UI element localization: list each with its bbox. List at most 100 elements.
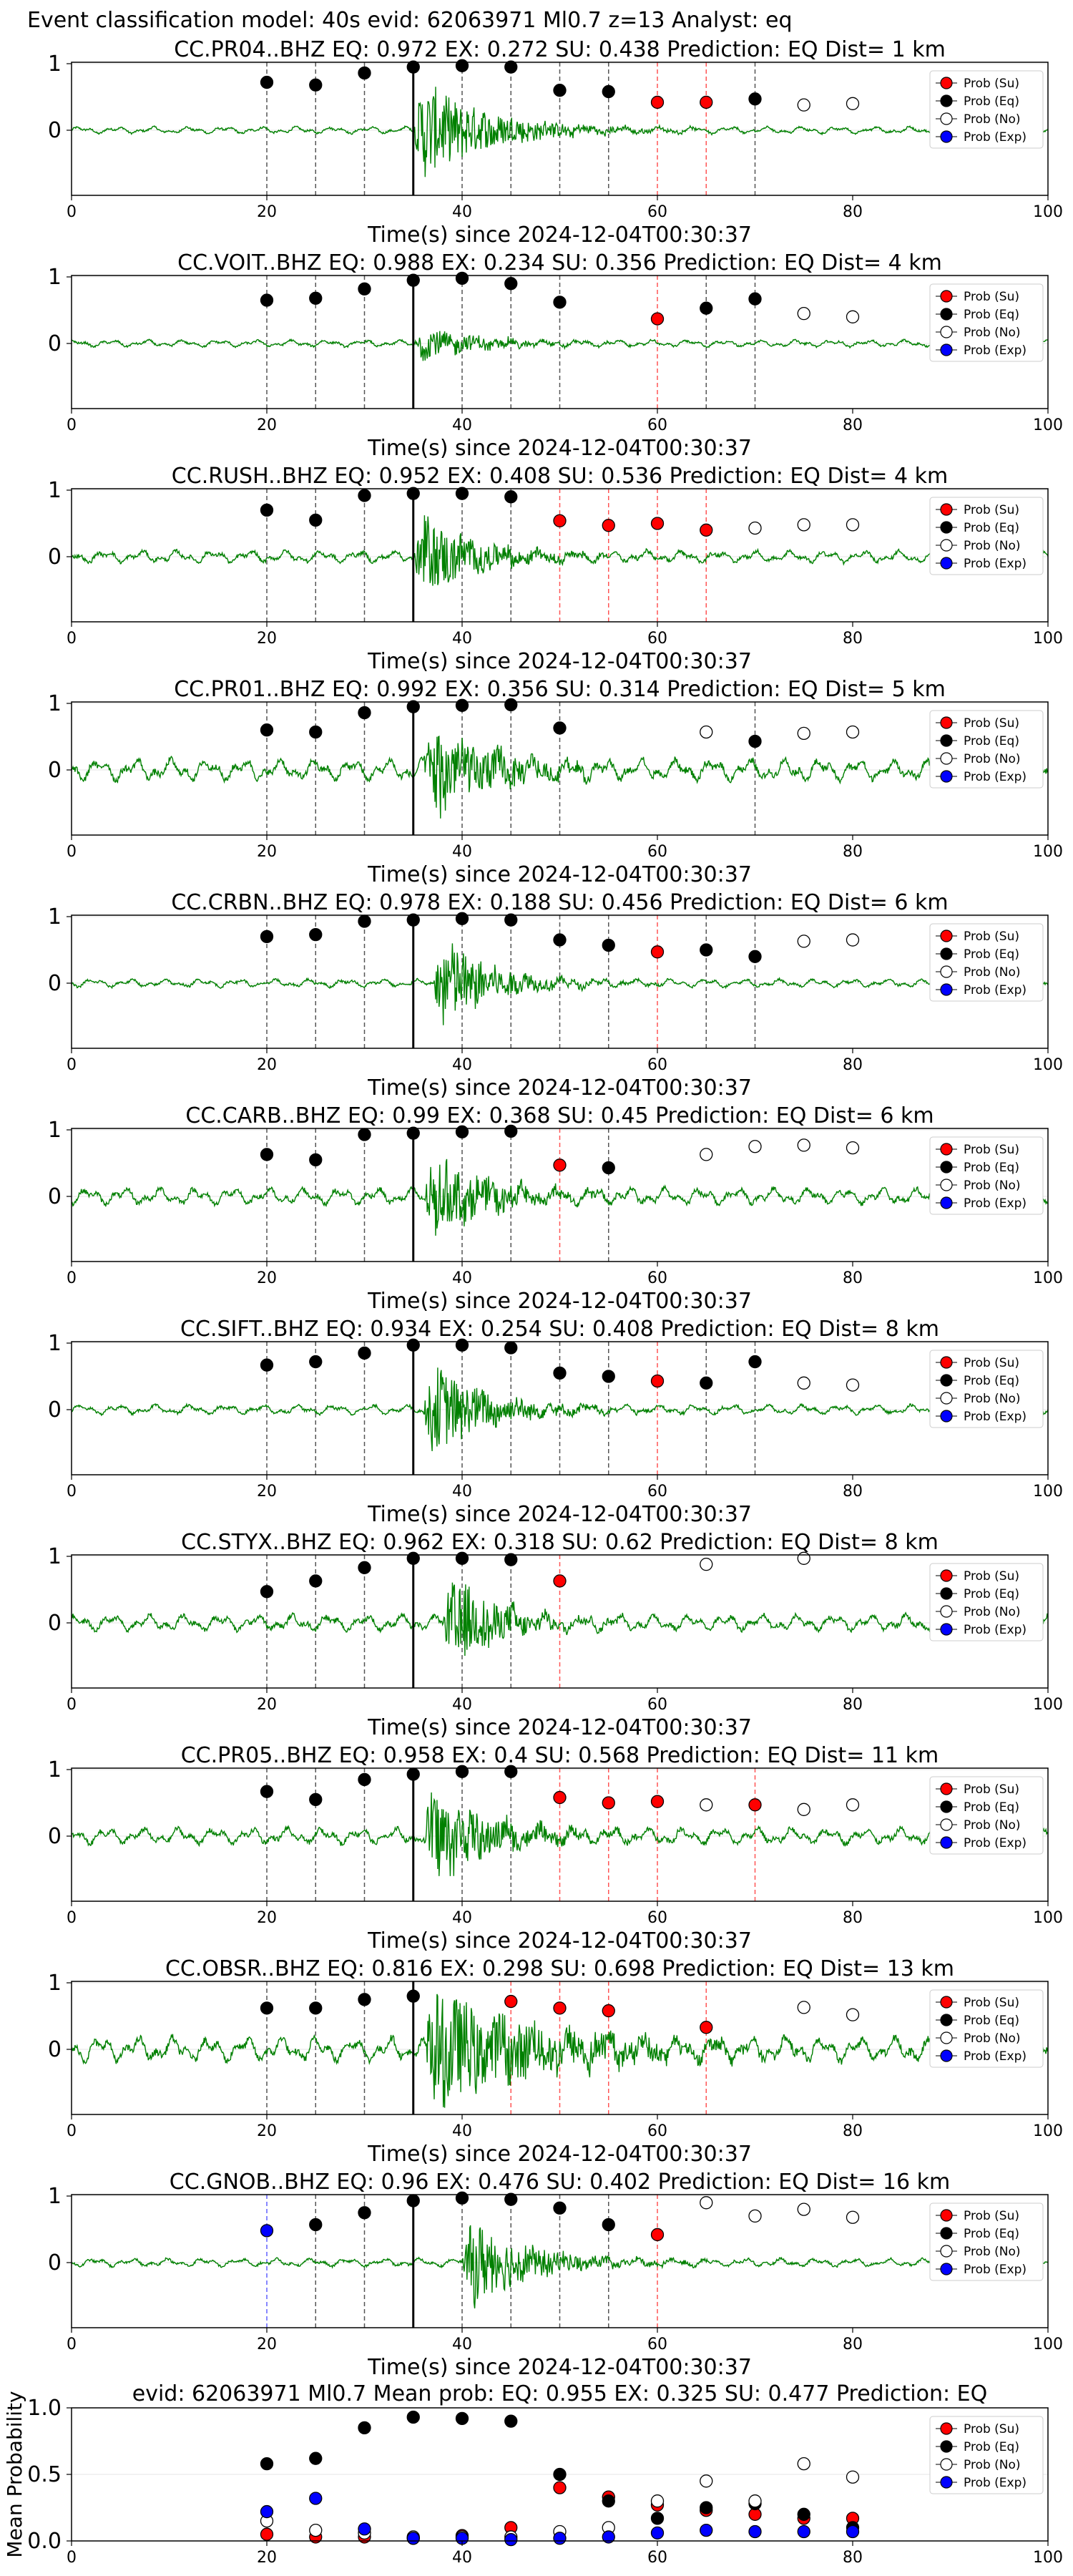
prob-point-eq <box>406 487 420 500</box>
prob-point-eq <box>602 84 615 99</box>
prob-point-eq <box>260 1148 274 1161</box>
y-tick-label: 1 <box>48 2184 62 2209</box>
legend-marker-su <box>940 1996 953 2009</box>
legend-marker-exp <box>940 343 953 356</box>
prob-point-no <box>846 1141 860 1155</box>
panel-title: CC.VOIT..BHZ EQ: 0.988 EX: 0.234 SU: 0.3… <box>177 250 942 275</box>
legend-box <box>929 923 1044 1002</box>
x-tick-label: 80 <box>843 2122 863 2140</box>
prob-point-eq <box>748 950 762 963</box>
legend-label-eq: Prob (Eq) <box>964 521 1019 535</box>
legend-marker-eq <box>940 94 953 107</box>
legend-marker-eq <box>940 1587 953 1600</box>
prob-point-su <box>504 1994 518 2009</box>
legend-box <box>929 2416 1044 2494</box>
legend-box <box>929 1136 1044 1215</box>
prob-point-eq <box>309 291 323 305</box>
prob-point-su <box>553 2001 567 2015</box>
x-tick-label: 80 <box>843 843 863 861</box>
x-tick-label: 100 <box>1033 2549 1063 2567</box>
legend-marker-no <box>940 1392 953 1405</box>
y-tick-label: 1 <box>48 1331 62 1356</box>
prob-point-eq <box>602 2218 615 2232</box>
waveform-trace <box>71 1792 1049 1876</box>
prob-point-eq <box>504 698 518 712</box>
x-tick-label: 0 <box>67 630 77 648</box>
prob-point-eq <box>700 1376 713 1390</box>
y-tick-label: 0.0 <box>27 2529 62 2554</box>
prob-point-eq <box>406 1767 420 1781</box>
prob-point-eq <box>553 296 567 309</box>
legend-box <box>929 70 1044 149</box>
y-tick-label: 0 <box>48 758 62 783</box>
y-tick-label: 1 <box>48 52 62 77</box>
legend-label-su: Prob (Su) <box>964 716 1019 731</box>
x-tick-label: 0 <box>67 2549 77 2567</box>
y-tick-label: 0 <box>48 2250 62 2275</box>
prob-point-su <box>748 1798 762 1812</box>
prob-point-no <box>700 725 713 739</box>
prob-point-no <box>797 1376 810 1390</box>
x-tick-label: 80 <box>843 2336 863 2353</box>
prob-point-no <box>846 518 860 532</box>
mean-point-eq <box>358 2421 371 2435</box>
x-tick-label: 20 <box>257 1269 277 1287</box>
x-tick-label: 100 <box>1033 1269 1063 1287</box>
x-tick-label: 40 <box>452 630 472 648</box>
legend-label-exp: Prob (Exp) <box>964 343 1027 358</box>
x-axis-label: Time(s) since 2024-12-04T00:30:37 <box>367 1715 752 1740</box>
y-tick-label: 1 <box>48 691 62 716</box>
prob-point-eq <box>504 1553 518 1566</box>
x-tick-label: 100 <box>1033 630 1063 648</box>
prob-point-eq <box>309 78 323 92</box>
mean-point-exp <box>309 2492 323 2505</box>
legend-marker-eq <box>940 947 953 960</box>
prob-point-eq <box>748 734 762 748</box>
prob-point-eq <box>309 725 323 739</box>
x-axis-label: Time(s) since 2024-12-04T00:30:37 <box>367 2355 752 2380</box>
x-tick-label: 60 <box>647 2549 667 2567</box>
legend-marker-su <box>940 2422 953 2435</box>
axes-frame <box>71 275 1049 409</box>
prob-point-eq <box>260 75 274 89</box>
x-axis-label: Time(s) since 2024-12-04T00:30:37 <box>367 649 752 674</box>
x-axis-label: Time(s) since 2024-12-04T00:30:37 <box>367 436 752 461</box>
y-tick-label: 1 <box>48 1544 62 1569</box>
x-tick-label: 0 <box>67 2122 77 2140</box>
legend-label-eq: Prob (Eq) <box>964 734 1019 748</box>
axes-frame <box>71 2194 1049 2328</box>
prob-point-no <box>797 2202 810 2216</box>
prob-point-su <box>553 1790 567 1805</box>
prob-point-eq <box>406 1338 420 1352</box>
legend-marker-no <box>940 2245 953 2258</box>
prob-point-eq <box>553 1366 567 1380</box>
x-tick-label: 0 <box>67 416 77 434</box>
prob-point-eq <box>455 912 469 925</box>
legend-label-eq: Prob (Eq) <box>964 2440 1019 2454</box>
x-axis-label: Time(s) since 2024-12-04T00:30:37 <box>367 862 752 887</box>
legend-marker-exp <box>940 2263 953 2275</box>
legend-label-no: Prob (No) <box>964 539 1021 553</box>
legend-label-su: Prob (Su) <box>964 503 1019 517</box>
panel-cc-pr01--bhz: CC.PR01..BHZ EQ: 0.992 EX: 0.356 SU: 0.3… <box>48 677 1063 887</box>
prob-point-eq <box>358 1772 371 1787</box>
legend-label-no: Prob (No) <box>964 112 1021 127</box>
x-tick-label: 40 <box>452 1269 472 1287</box>
panel-cc-styx--bhz: CC.STYX..BHZ EQ: 0.962 EX: 0.318 SU: 0.6… <box>48 1530 1063 1740</box>
legend-marker-eq <box>940 2227 953 2240</box>
prob-point-eq <box>358 706 371 720</box>
legend-marker-su <box>940 290 953 303</box>
axes-frame <box>71 914 1049 1049</box>
legend-label-no: Prob (No) <box>964 1179 1021 1193</box>
prob-point-su <box>650 95 665 109</box>
waveform-trace <box>71 735 1049 819</box>
prob-point-no <box>846 1798 860 1812</box>
x-tick-label: 0 <box>67 1696 77 1714</box>
legend-label-eq: Prob (Eq) <box>964 1374 1019 1388</box>
prob-point-no <box>846 310 860 323</box>
panel-cc-crbn--bhz: CC.CRBN..BHZ EQ: 0.978 EX: 0.188 SU: 0.4… <box>48 890 1063 1101</box>
panel-cc-gnob--bhz: CC.GNOB..BHZ EQ: 0.96 EX: 0.476 SU: 0.40… <box>48 2170 1063 2380</box>
x-tick-label: 40 <box>452 1483 472 1501</box>
panel-cc-sift--bhz: CC.SIFT..BHZ EQ: 0.934 EX: 0.254 SU: 0.4… <box>48 1317 1063 1527</box>
